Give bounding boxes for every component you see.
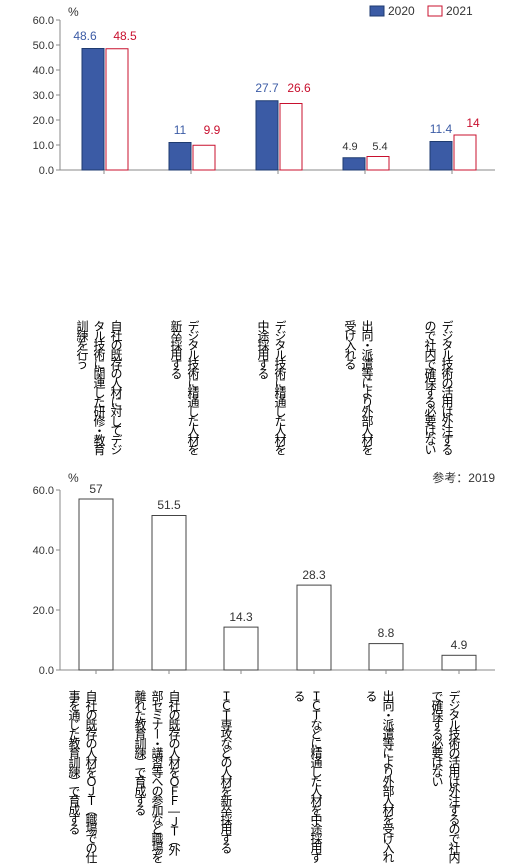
ytick-10: 10.0 [33,140,54,152]
cat2-5-label: デジタル技術の活用は外注するので社内で確保する必要はない [429,690,463,862]
ytick-40: 40.0 [33,65,54,77]
val-cat0-2020: 48.6 [73,29,97,43]
ytick2-60: 60.0 [33,485,54,497]
val2-0: 57 [89,482,103,496]
chart-2-svg: % 参考：2019 0.0 20.0 40.0 60.0 57 51.5 14.… [0,460,507,690]
cat-0-label: 自社の既存の人材に対してデジタル技術に関連した研修・教育訓練を行う [74,320,125,455]
val-cat1-2021: 9.9 [204,123,221,137]
ytick-60: 60.0 [33,15,54,27]
chart-1-legend: 2020 2021 [370,4,473,18]
chart-1-xticks [104,170,452,174]
bar-cat3-2020 [343,158,365,170]
bar-cat4-2020 [430,142,452,171]
legend-swatch-2021 [428,6,442,16]
val2-1: 51.5 [157,498,181,512]
chart-2-yticks: 0.0 20.0 40.0 60.0 [33,485,60,677]
legend-label-2021: 2021 [446,4,473,18]
chart-2-bars: 57 51.5 14.3 28.3 8.8 4.9 [79,482,476,670]
val2-3: 28.3 [302,568,326,582]
legend-label-2020: 2020 [388,4,415,18]
ytick-30: 30.0 [33,90,54,102]
chart-2-container: % 参考：2019 0.0 20.0 40.0 60.0 57 51.5 14.… [0,460,507,865]
cat-1-label: デジタル技術に精通した人材を新卒採用する [168,320,202,455]
ytick2-20: 20.0 [33,605,54,617]
bar2-2 [224,627,258,670]
chart-2-title: 参考：2019 [432,470,495,485]
val-cat4-2020: 11.4 [430,122,453,136]
cat-3-label: 出向・派遣等により外部人材を受け入れる [342,320,376,455]
chart-1-yticks: 0.0 10.0 20.0 30.0 40.0 50.0 60.0 [33,15,60,177]
val-cat3-2021: 5.4 [372,141,387,153]
val-cat0-2021: 48.5 [113,29,137,43]
chart-2-xticks [96,670,459,674]
val2-5: 4.9 [451,638,468,652]
chart-2-unit: % [68,471,79,485]
bar2-4 [369,644,403,670]
ytick-20: 20.0 [33,115,54,127]
chart-1-unit: % [68,5,79,19]
chart-1-xlabels: 自社の既存の人材に対してデジタル技術に関連した研修・教育訓練を行う デジタル技術… [0,320,507,460]
cat2-3-label: ＩＣＴなどに精通した人材を中途採用する [291,690,325,862]
val-cat3-2020: 4.9 [342,141,357,153]
chart-1-plot: 0.0 10.0 20.0 30.0 40.0 50.0 60.0 48.6 4… [33,15,495,177]
bar-cat2-2021 [280,104,302,171]
bar-cat1-2021 [193,145,215,170]
chart-1-container: 2020 2021 % 0.0 10.0 20.0 30.0 40.0 50.0… [0,0,507,460]
bar-cat1-2020 [169,143,191,171]
bar2-5 [442,655,476,670]
ytick-0: 0.0 [39,165,54,177]
bar-cat2-2020 [256,101,278,170]
val2-2: 14.3 [229,610,253,624]
chart-2-xlabels: 自社の既存の人材をＯＪＴ（職場での仕事を通じた教育訓練）で育成する 自社の既存の… [0,690,507,865]
val-cat1-2020: 11 [174,123,187,137]
chart-1-svg: 2020 2021 % 0.0 10.0 20.0 30.0 40.0 50.0… [0,0,507,320]
cat-2-label: デジタル技術に精通した人材を中途採用する [255,320,289,455]
val-cat2-2021: 26.6 [287,81,311,95]
legend-swatch-2020 [370,6,384,16]
val-cat4-2021: 14 [466,116,480,130]
cat2-4-label: 出向・派遣等により外部人材を受け入れる [363,690,397,862]
ytick2-0: 0.0 [39,665,54,677]
ytick2-40: 40.0 [33,545,54,557]
bar2-1 [152,516,186,671]
bar-cat3-2021 [367,157,389,171]
val2-4: 8.8 [378,626,395,640]
cat2-1-label: 自社の既存の人材をＯＦＦ―ＪＴ（外部セミナー・講習等への参加など職場を離れた教育… [132,690,183,862]
ytick-50: 50.0 [33,40,54,52]
bar-cat4-2021 [454,135,476,170]
cat2-0-label: 自社の既存の人材をＯＪＴ（職場での仕事を通じた教育訓練）で育成する [66,690,100,862]
bar-cat0-2021 [106,49,128,170]
chart-1-bars: 48.6 48.5 11 9.9 27.7 26.6 4.9 5.4 11.4 … [73,29,480,170]
cat-4-label: デジタル技術の活用は外注するので社内で確保する必要はない [422,320,456,455]
bar2-0 [79,499,113,670]
bar-cat0-2020 [82,49,104,171]
cat2-2-label: ＩＣＴ専攻などの人材を新卒採用する [218,690,235,852]
bar2-3 [297,585,331,670]
val-cat2-2020: 27.7 [255,81,279,95]
